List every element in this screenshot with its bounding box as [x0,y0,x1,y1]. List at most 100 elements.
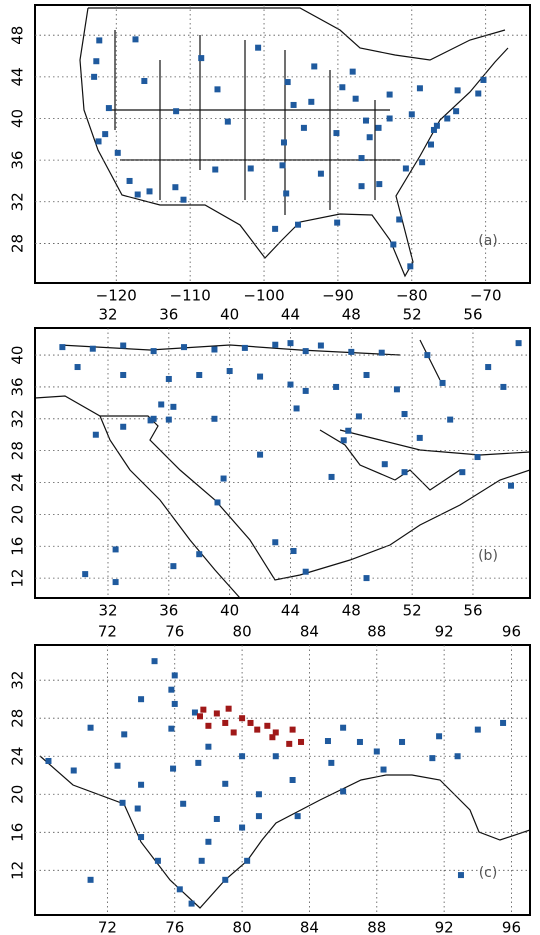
station-marker [151,658,158,665]
stations [45,658,507,907]
station-marker [112,546,119,553]
x-tick-label: 80 [233,919,252,935]
station-marker [92,431,99,438]
station-marker [380,766,387,773]
station-marker [205,743,212,750]
station-marker [255,44,262,51]
station-marker [211,415,218,422]
station-marker [454,87,461,94]
x-tick-label: 72 [98,919,117,935]
y-tick-label: 12 [9,861,27,880]
station-marker [255,813,262,820]
station-marker [224,118,231,125]
panel-label: (c) [479,865,498,881]
station-marker [500,383,507,390]
station-marker [284,79,291,86]
station-marker [255,791,262,798]
station-marker [408,111,415,118]
x-tick-label: 40 [220,602,239,620]
station-marker [226,368,233,375]
station-marker [272,753,279,760]
station-marker [257,373,264,380]
station-marker [191,709,198,716]
station-marker [45,757,52,764]
station-marker [419,159,426,166]
station-marker [349,68,356,75]
x-tick-label: 36 [159,306,178,324]
station-marker [480,76,487,83]
station-marker [102,131,109,138]
station-marker [283,190,290,197]
station-marker [213,710,220,717]
panel [35,328,530,598]
station-marker [70,767,77,774]
station-marker [474,454,481,461]
station-marker [89,345,96,352]
station-marker [180,196,187,203]
station-marker [390,241,397,248]
station-marker [170,563,177,570]
x-tick-label: −90 [322,287,354,305]
station-marker [120,371,127,378]
station-marker [171,672,178,679]
station-marker [286,740,293,747]
x-tick-label: 92 [435,623,454,641]
station-marker [459,469,466,476]
station-marker [340,724,347,731]
station-marker [280,139,287,146]
station-marker [134,191,141,198]
station-marker [416,434,423,441]
station-marker [188,900,195,907]
station-marker [197,713,203,720]
x-tick-label: 52 [403,306,422,324]
station-marker [196,371,203,378]
station-marker [158,401,165,408]
station-marker [363,575,370,582]
x-tick-label: 96 [502,919,521,935]
station-marker [293,405,300,412]
station-marker [393,386,400,393]
station-marker [59,344,66,351]
station-marker [302,387,309,394]
station-marker [290,101,297,108]
station-marker [172,184,179,191]
station-marker [356,738,363,745]
station-marker [334,219,341,226]
station-marker [239,753,246,760]
y-tick-label: 28 [9,234,27,253]
station-marker [198,857,205,864]
station-marker [515,340,522,347]
station-marker [93,58,100,65]
y-tick-label: 40 [9,109,27,128]
station-marker [294,813,301,820]
station-marker [358,183,365,190]
station-marker [401,469,408,476]
station-marker [339,84,346,91]
station-marker [454,753,461,760]
x-tick-label: 52 [403,602,422,620]
station-marker [241,344,248,351]
station-marker [150,348,157,355]
station-marker [355,413,362,420]
station-marker [211,346,218,353]
station-marker [348,348,355,355]
panel [35,645,530,915]
panel [35,5,530,283]
station-marker [222,719,229,726]
station-marker [416,85,423,92]
station-marker [428,141,434,148]
x-tick-label: 84 [300,919,319,935]
station-marker [205,722,212,729]
station-marker [196,551,203,558]
station-marker [198,55,205,62]
station-marker [328,473,335,480]
coastlines-a [79,7,509,278]
y-tick-label: 32 [9,409,27,428]
station-marker [105,105,112,112]
station-marker [82,571,89,578]
station-marker [308,98,315,105]
station-marker [272,225,279,232]
station-marker [87,724,94,731]
station-marker [121,731,128,738]
